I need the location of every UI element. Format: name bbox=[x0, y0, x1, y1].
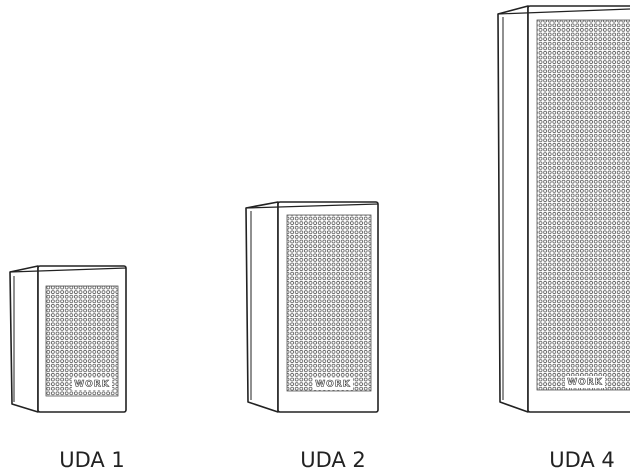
product-label: UDA 4 bbox=[549, 448, 615, 472]
speaker-grille bbox=[45, 285, 119, 397]
speaker: WORK bbox=[497, 5, 630, 413]
speaker: WORK bbox=[9, 265, 127, 413]
speaker-grille bbox=[286, 214, 372, 392]
brand-plate bbox=[72, 378, 112, 390]
speaker-top bbox=[9, 267, 127, 273]
brand-text: WORK bbox=[74, 380, 110, 390]
speaker-grille bbox=[536, 19, 630, 391]
brand-plate bbox=[313, 378, 353, 390]
speaker-top bbox=[245, 203, 379, 209]
brand-text: WORK bbox=[567, 378, 603, 388]
brand-text: WORK bbox=[315, 380, 351, 390]
speaker: WORK bbox=[245, 201, 379, 413]
speaker-top bbox=[497, 8, 630, 15]
product-label: UDA 2 bbox=[300, 448, 366, 472]
product-label: UDA 1 bbox=[59, 448, 125, 472]
brand-plate bbox=[565, 376, 605, 388]
